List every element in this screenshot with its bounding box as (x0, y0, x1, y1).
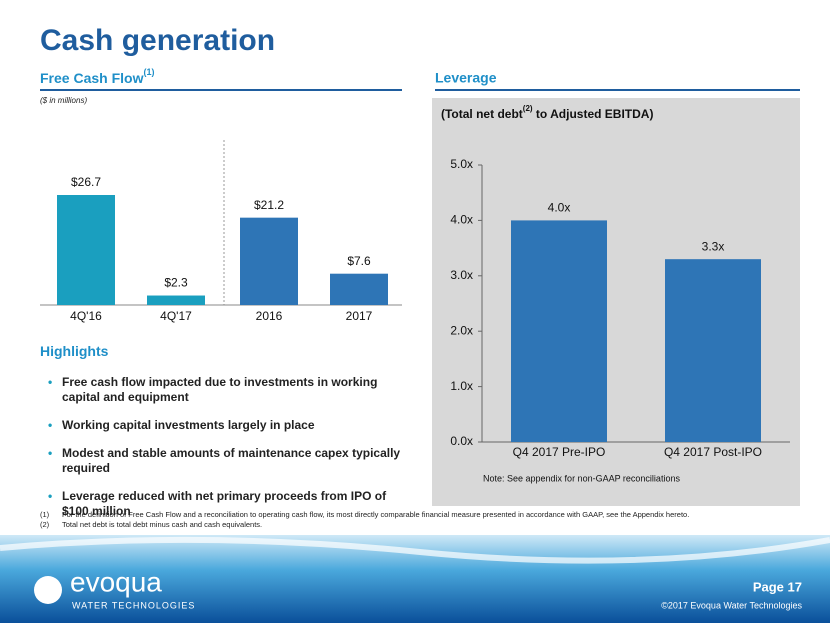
tagline: WATER TECHNOLOGIES (72, 600, 195, 610)
x-tick-label: 4Q'16 (70, 309, 102, 323)
x-tick-label: 4Q'17 (160, 309, 192, 323)
highlight-item: Working capital investments largely in p… (48, 418, 410, 433)
bar (665, 259, 761, 442)
subtitle: ($ in millions) (40, 96, 87, 105)
y-tick-label: 0.0x (450, 434, 473, 448)
footnote-marker: (1) (40, 510, 50, 519)
chart-title: Leverage (435, 70, 497, 86)
highlight-item: Modest and stable amounts of maintenance… (48, 446, 410, 476)
bar (147, 295, 205, 305)
y-tick-label: 5.0x (450, 157, 473, 171)
highlight-item: Leverage reduced with net primary procee… (48, 489, 410, 519)
value-label: 4.0x (548, 201, 571, 215)
bar (330, 273, 388, 305)
x-tick-label: Q4 2017 Post-IPO (664, 445, 762, 459)
footnote-text: For the definition of Free Cash Flow and… (62, 510, 690, 519)
bar (240, 217, 298, 305)
y-tick-label: 1.0x (450, 379, 473, 393)
footnote-marker: (2) (40, 520, 50, 529)
x-tick-label: 2016 (256, 309, 283, 323)
copyright: ©2017 Evoqua Water Technologies (661, 600, 802, 610)
subtitle: (Total net debt(2) to Adjusted EBITDA) (441, 104, 653, 121)
y-tick-label: 3.0x (450, 268, 473, 282)
y-tick-label: 2.0x (450, 323, 473, 337)
footnote-text: Total net debt is total debt minus cash … (62, 520, 263, 529)
logo: evoqua (70, 566, 162, 597)
x-tick-label: Q4 2017 Pre-IPO (513, 445, 606, 459)
note: Note: See appendix for non-GAAP reconcil… (483, 473, 680, 483)
value-label: $7.6 (347, 254, 371, 268)
wave-line (0, 536, 830, 564)
value-label: $21.2 (254, 198, 284, 212)
bar (57, 195, 115, 305)
chart-title: Free Cash Flow(1) (40, 67, 154, 85)
value-label: $2.3 (164, 276, 188, 290)
bar (511, 220, 607, 442)
highlight-item: Free cash flow impacted due to investmen… (48, 375, 410, 405)
y-tick-label: 4.0x (450, 213, 473, 227)
highlights: Highlights Free cash flow impacted due to… (40, 343, 410, 532)
logo-mark (34, 576, 62, 604)
x-tick-label: 2017 (346, 309, 373, 323)
value-label: $26.7 (71, 175, 101, 189)
highlights-list: Free cash flow impacted due to investmen… (40, 375, 410, 519)
footnote: (2) Total net debt is total debt minus ca… (40, 520, 820, 530)
footnotes: (1) For the definition of Free Cash Flow … (40, 510, 820, 530)
highlights-title: Highlights (40, 343, 109, 359)
slide-title: Cash generation (40, 24, 275, 57)
value-label: 3.3x (702, 239, 725, 253)
footnote: (1) For the definition of Free Cash Flow … (40, 510, 820, 520)
page-number: Page 17 (753, 579, 802, 594)
